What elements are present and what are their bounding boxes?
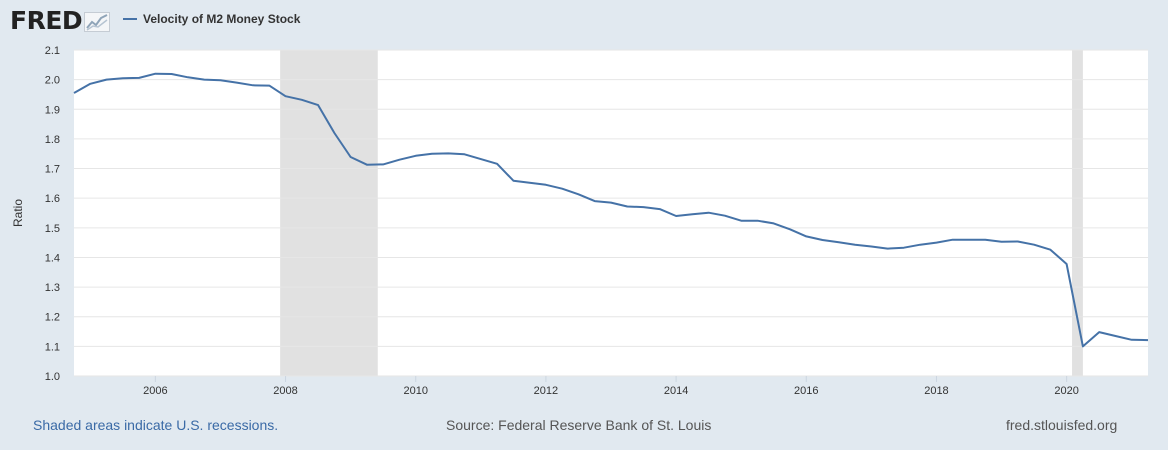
recession-shade [1072, 50, 1083, 376]
series-line [73, 72, 1149, 348]
x-tick-label: 2012 [534, 385, 558, 397]
y-tick-label: 2.1 [45, 45, 60, 57]
x-tick-label: 2008 [273, 385, 297, 397]
x-tick-label: 2016 [794, 385, 818, 397]
recession-shade [280, 50, 378, 376]
x-tick-label: 2018 [924, 385, 948, 397]
y-tick-label: 1.7 [45, 164, 60, 176]
legend-swatch [123, 18, 137, 20]
y-tick-label: 1.1 [45, 341, 60, 353]
y-tick-label: 1.0 [45, 371, 60, 383]
x-tick-label: 2006 [143, 385, 167, 397]
recession-note-link[interactable]: Shaded areas indicate U.S. recessions. [33, 417, 279, 433]
plot-area [74, 50, 1148, 376]
y-tick-label: 2.0 [45, 75, 60, 87]
y-tick-label: 1.9 [45, 104, 60, 116]
site-url-link[interactable]: fred.stlouisfed.org [1006, 417, 1118, 433]
x-tick-label: 2010 [403, 385, 427, 397]
chart-trend-icon [84, 12, 111, 32]
y-tick-label: 1.5 [45, 223, 60, 235]
y-axis-label: Ratio [11, 199, 25, 227]
chart-legend: Velocity of M2 Money Stock [123, 12, 300, 26]
y-tick-label: 1.4 [45, 252, 60, 264]
y-tick-label: 1.6 [45, 193, 60, 205]
fred-logo-text: FRED [10, 6, 83, 35]
velocity-line-chart[interactable]: 1.0 1.1 1.2 1.3 1.4 1.5 1.6 1.7 1.8 1.9 2.0 2.1 2006… [0, 0, 1168, 410]
y-tick-label: 1.2 [45, 312, 60, 324]
fred-logo[interactable]: FRED [10, 6, 111, 36]
x-tick-label: 2014 [664, 385, 688, 397]
x-tick-label: 2020 [1054, 385, 1078, 397]
legend-series-label: Velocity of M2 Money Stock [143, 12, 301, 26]
y-tick-label: 1.3 [45, 282, 60, 294]
y-tick-label: 1.8 [45, 134, 60, 146]
source-text: Source: Federal Reserve Bank of St. Loui… [446, 417, 712, 433]
